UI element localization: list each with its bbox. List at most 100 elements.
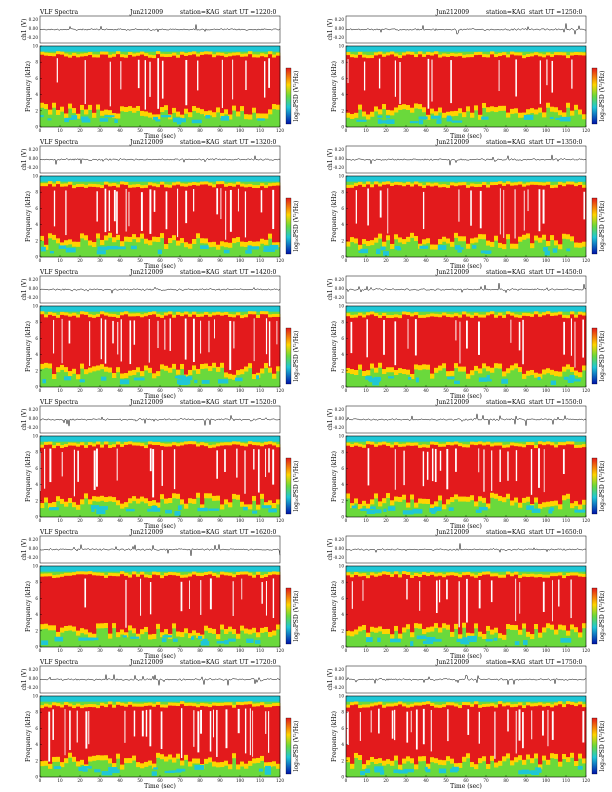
spectrogram-mark-high xyxy=(212,315,217,363)
waveform-trace xyxy=(345,23,587,35)
spectrogram-mark-saturated xyxy=(539,60,541,104)
spectrogram-mark-saturated xyxy=(177,188,179,238)
spectrogram-mark-saturated xyxy=(446,579,448,600)
x-tick-label: 40 xyxy=(423,388,429,393)
spectrogram-mark-high xyxy=(196,575,201,633)
spectrogram-mark-high xyxy=(350,187,355,238)
waveform-tick-label: 0.00 xyxy=(29,286,39,291)
spectrogram-mark-high xyxy=(578,314,583,373)
spectrogram-mark-high xyxy=(574,55,579,105)
spectrogram-mark-high xyxy=(88,445,93,500)
colorbar-label: log₁₀PSD (V²/Hz) xyxy=(599,461,606,512)
spectrogram-mark-high xyxy=(216,55,221,108)
spectrogram-mark-saturated xyxy=(125,579,127,628)
spectrogram-mark-saturated xyxy=(562,449,565,474)
x-tick-label: 110 xyxy=(562,388,570,393)
spectrogram-mark-saturated xyxy=(148,318,150,363)
spectrogram-mark-high xyxy=(212,575,217,629)
spectrogram-mark-high xyxy=(188,576,193,634)
spectrogram-mark-high xyxy=(216,184,221,245)
spectrogram-mark-saturated xyxy=(582,711,585,743)
spectrogram-mark-high xyxy=(574,447,579,502)
spectrogram-mark-saturated xyxy=(551,60,554,93)
x-tick-label: 80 xyxy=(503,388,509,393)
spectrogram-mark-high xyxy=(534,55,539,110)
colorbar xyxy=(591,717,598,775)
spectrogram-mark-low xyxy=(243,506,248,511)
spectrogram-mark-saturated xyxy=(574,321,576,368)
spectrogram-mark-saturated xyxy=(542,710,544,736)
spectrogram-mark-high xyxy=(88,574,93,633)
spectrogram-mark-low xyxy=(157,249,163,255)
spectrogram-mark-high xyxy=(346,575,351,631)
spectrogram-mark-saturated xyxy=(430,709,432,752)
spectrogram-mark-low xyxy=(78,637,87,641)
spectrogram-mark-saturated xyxy=(478,711,480,744)
spectrogram-mark-high xyxy=(232,186,237,239)
spectrogram-mark-saturated xyxy=(180,581,183,612)
spectrogram-mark-high xyxy=(76,706,81,762)
x-tick-label: 80 xyxy=(503,778,509,783)
spectrogram-mark-saturated xyxy=(169,318,171,351)
spectrogram-mark-high xyxy=(538,316,543,374)
spectrogram-mark-high xyxy=(394,56,399,108)
spectrogram-mark-high xyxy=(152,574,157,634)
spectrogram-mark-high xyxy=(88,55,93,105)
header-date: Jun212009 xyxy=(435,399,469,406)
spectrogram-mark-high xyxy=(454,575,459,624)
x-tick-label: 60 xyxy=(463,778,469,783)
spectrogram-mark-saturated xyxy=(394,449,396,490)
spectrogram-mark-saturated xyxy=(507,451,509,481)
spectrogram-mark-high xyxy=(470,576,475,634)
x-tick-label: 20 xyxy=(77,128,83,133)
spectrogram-mark-saturated xyxy=(65,190,67,236)
spectrogram-mark-high xyxy=(64,315,69,368)
spectrogram-mark-saturated xyxy=(149,448,152,472)
colorbar xyxy=(591,457,598,515)
spectrogram-mark-high xyxy=(84,56,89,110)
spectrogram-mark-saturated xyxy=(140,192,143,231)
spectrogram-mark-saturated xyxy=(153,190,156,212)
spectrogram-mark-high xyxy=(402,314,407,370)
spectrogram-mark-saturated xyxy=(253,318,255,362)
spectrogram-mark-high xyxy=(458,446,463,497)
y-tick-label: 4 xyxy=(35,222,38,227)
x-tick-label: 110 xyxy=(562,778,570,783)
x-tick-label: 60 xyxy=(157,258,163,263)
x-tick-label: 100 xyxy=(542,388,550,393)
spectrogram-mark-high xyxy=(256,188,261,242)
spectrogram-mark-high xyxy=(506,314,511,369)
header-date: Jun212009 xyxy=(129,9,163,16)
y-tick-label: 8 xyxy=(35,190,38,195)
spectrogram-mark-saturated xyxy=(531,710,533,740)
spectrogram-mark-saturated xyxy=(216,709,218,757)
spectrogram-mark-high xyxy=(52,56,57,103)
spectrogram-band-top xyxy=(346,696,586,702)
spectrogram-mark-high xyxy=(220,705,225,763)
spectrogram-mark-high xyxy=(116,704,121,754)
spectrogram-mark-saturated xyxy=(435,580,438,614)
spectrogram-mark-high xyxy=(502,447,507,498)
x-tick-label: 40 xyxy=(117,128,123,133)
spectrogram-mark-high xyxy=(252,187,257,242)
spectrogram-mark-low xyxy=(197,507,208,512)
spectrogram-mark-low xyxy=(537,376,541,381)
spectrogram-mark-high xyxy=(386,55,391,110)
x-tick-label: 120 xyxy=(276,518,284,523)
spectrogram-mark-low xyxy=(53,766,62,770)
y-tick-label: 0 xyxy=(35,645,38,650)
spectrogram-mark-low xyxy=(252,510,258,514)
x-tick-label: 50 xyxy=(137,778,143,783)
header-station: station=KAG xyxy=(486,399,525,406)
spectrogram-mark-high xyxy=(276,316,281,367)
header-start-time: start UT =1320:0 xyxy=(223,139,277,146)
spectrogram-mark-high xyxy=(362,447,367,501)
spectrogram-mark-high xyxy=(574,186,579,243)
header-start-time: start UT =1520:0 xyxy=(223,399,277,406)
x-axis-label: Time (sec) xyxy=(450,783,482,790)
x-tick-label: 0 xyxy=(39,258,42,263)
y-tick-label: 2 xyxy=(341,108,344,113)
spectrogram-mark-high xyxy=(168,574,173,634)
spectrogram-mark-saturated xyxy=(363,61,366,91)
spectrogram-mark-saturated xyxy=(125,188,127,232)
